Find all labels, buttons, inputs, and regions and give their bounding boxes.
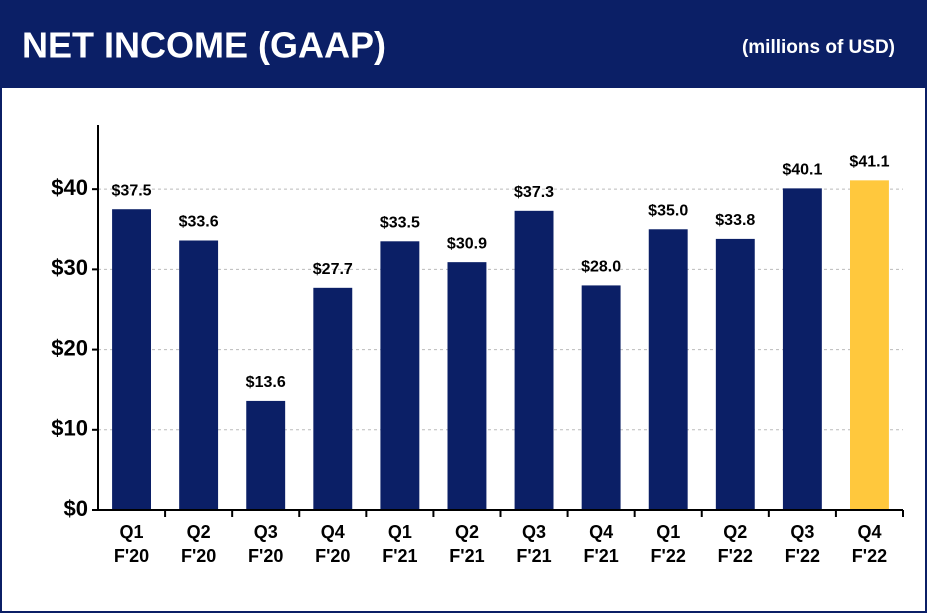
chart-subtitle: (millions of USD) <box>742 37 895 58</box>
y-tick-label: $30 <box>51 255 88 280</box>
x-tick-label: Q3 F'21 <box>516 522 552 566</box>
bar <box>380 241 420 511</box>
x-tick-label: Q2 F'21 <box>449 522 485 566</box>
bar <box>648 229 688 511</box>
x-tick-label: Q1 F'21 <box>382 522 418 566</box>
y-tick-label: $40 <box>51 175 88 200</box>
x-tick-label: Q2 F'20 <box>180 522 217 566</box>
data-label: $41.1 <box>849 154 889 171</box>
data-label: $30.9 <box>447 235 487 252</box>
header-bar <box>0 0 927 88</box>
data-label: $40.1 <box>782 162 822 179</box>
bar <box>246 400 286 510</box>
x-tick-label: Q4 F'22 <box>851 522 888 566</box>
bar <box>782 188 822 511</box>
bar <box>447 262 487 510</box>
x-tick-label: Q1 F'22 <box>650 522 686 566</box>
x-tick-label: Q3 F'20 <box>248 522 284 566</box>
data-label: $33.6 <box>179 214 219 231</box>
x-tick-label: Q3 F'22 <box>784 522 821 566</box>
bar <box>313 287 353 510</box>
x-tick-label: Q2 F'22 <box>717 522 753 566</box>
x-tick-label: Q4 F'21 <box>583 522 619 566</box>
data-label: $37.5 <box>112 182 152 199</box>
bar <box>514 210 554 510</box>
data-label: $37.3 <box>514 184 554 201</box>
data-label: $35.0 <box>648 202 688 219</box>
bar <box>581 285 621 510</box>
y-tick-label: $10 <box>51 416 88 441</box>
y-tick-label: $0 <box>64 496 88 521</box>
data-label: $27.7 <box>313 261 353 278</box>
x-tick-label: Q1 F'20 <box>113 522 150 566</box>
chart-title: NET INCOME (GAAP) <box>22 25 386 66</box>
bar <box>179 240 219 510</box>
data-label: $13.6 <box>246 374 286 391</box>
bar <box>715 238 755 511</box>
bar <box>112 209 151 510</box>
bar <box>850 180 889 510</box>
data-label: $33.5 <box>380 215 420 232</box>
data-label: $28.0 <box>581 259 621 276</box>
x-tick-label: Q4 F'20 <box>315 522 351 566</box>
data-label: $33.8 <box>715 212 755 229</box>
y-tick-label: $20 <box>51 335 88 360</box>
